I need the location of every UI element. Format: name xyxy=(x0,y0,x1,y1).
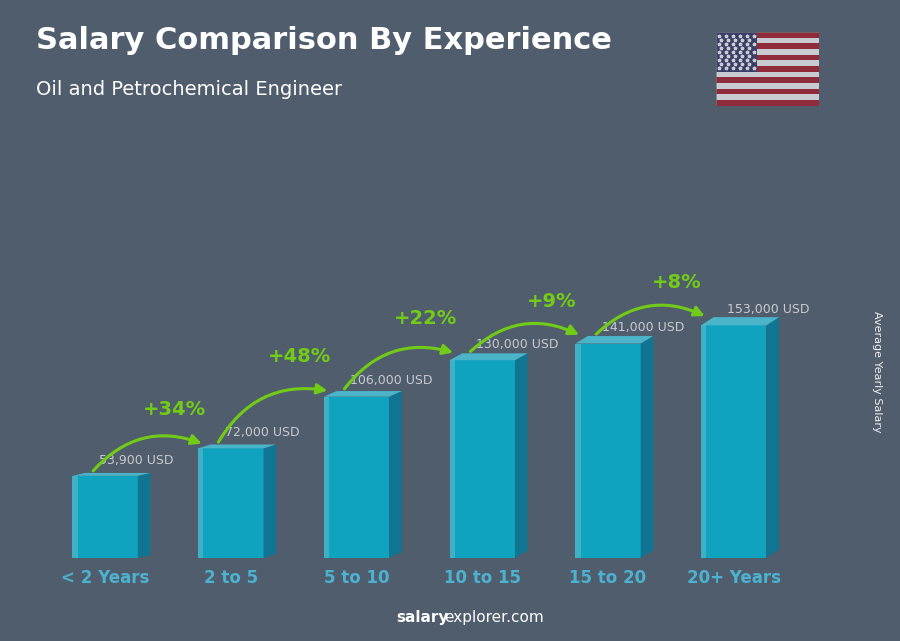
Text: Average Yearly Salary: Average Yearly Salary xyxy=(872,311,883,433)
Polygon shape xyxy=(198,444,276,448)
Bar xyxy=(701,326,706,558)
Text: salary: salary xyxy=(396,610,448,625)
Text: Salary Comparison By Experience: Salary Comparison By Experience xyxy=(36,26,612,54)
Polygon shape xyxy=(264,444,276,558)
Text: +22%: +22% xyxy=(394,309,457,328)
Polygon shape xyxy=(575,336,653,344)
Bar xyxy=(716,94,819,100)
Bar xyxy=(450,360,454,558)
Bar xyxy=(701,326,767,558)
Bar xyxy=(716,32,819,38)
Polygon shape xyxy=(390,391,401,558)
Bar xyxy=(324,397,329,558)
Text: explorer.com: explorer.com xyxy=(445,610,544,625)
Polygon shape xyxy=(701,317,779,326)
Text: 106,000 USD: 106,000 USD xyxy=(350,374,433,387)
Bar xyxy=(716,78,819,83)
Bar xyxy=(716,88,819,94)
Polygon shape xyxy=(324,391,401,397)
Text: 141,000 USD: 141,000 USD xyxy=(602,321,684,334)
Bar xyxy=(575,344,641,558)
Text: 72,000 USD: 72,000 USD xyxy=(225,426,299,439)
Bar xyxy=(716,44,819,49)
Text: Oil and Petrochemical Engineer: Oil and Petrochemical Engineer xyxy=(36,80,342,99)
Bar xyxy=(716,49,819,54)
Text: +9%: +9% xyxy=(526,292,576,311)
Bar xyxy=(716,100,819,106)
Bar xyxy=(198,448,264,558)
Polygon shape xyxy=(138,473,150,558)
Bar xyxy=(575,344,580,558)
Bar xyxy=(716,38,819,44)
Bar xyxy=(716,32,757,72)
Bar xyxy=(450,360,515,558)
Bar xyxy=(324,397,390,558)
Bar xyxy=(73,476,77,558)
Polygon shape xyxy=(450,353,527,360)
Bar xyxy=(716,66,819,72)
Text: +8%: +8% xyxy=(652,273,702,292)
Bar xyxy=(73,476,138,558)
Text: 153,000 USD: 153,000 USD xyxy=(727,303,810,316)
Bar xyxy=(198,448,203,558)
Bar xyxy=(716,72,819,78)
Polygon shape xyxy=(515,353,527,558)
Text: +34%: +34% xyxy=(143,400,206,419)
Polygon shape xyxy=(767,317,779,558)
Bar xyxy=(716,60,819,66)
Text: 130,000 USD: 130,000 USD xyxy=(476,338,559,351)
Polygon shape xyxy=(73,473,150,476)
Text: 53,900 USD: 53,900 USD xyxy=(99,454,174,467)
Text: +48%: +48% xyxy=(268,347,331,366)
Bar xyxy=(716,83,819,88)
Polygon shape xyxy=(641,336,653,558)
Bar xyxy=(716,54,819,60)
